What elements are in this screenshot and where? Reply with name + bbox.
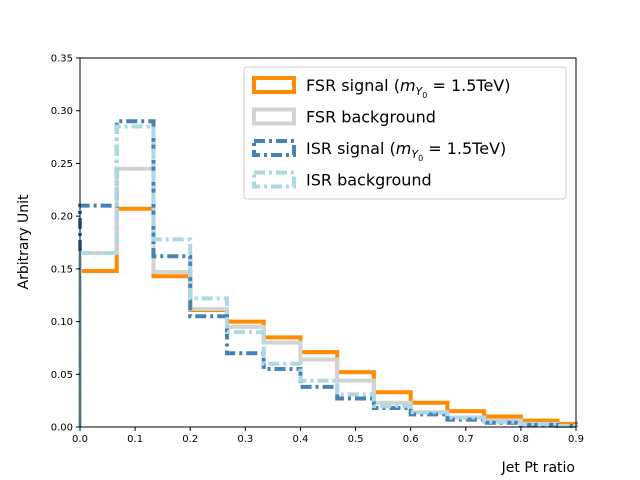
legend-swatch xyxy=(252,139,296,157)
x-tick-label: 0.5 xyxy=(348,434,364,445)
legend-swatch xyxy=(252,107,296,126)
legend: FSR signal (mY0 = 1.5TeV) FSR background I… xyxy=(243,66,567,200)
legend-label: ISR signal (mY0 = 1.5TeV) xyxy=(306,139,506,163)
y-tick-label: 0.20 xyxy=(51,212,73,223)
x-tick-label: 0.7 xyxy=(458,434,474,445)
y-tick-label: 0.30 xyxy=(51,106,73,117)
legend-label: FSR signal (mY0 = 1.5TeV) xyxy=(306,76,510,100)
y-axis-label: Arbitrary Unit xyxy=(16,194,32,289)
x-tick-label: 0.4 xyxy=(292,434,308,445)
y-tick-label: 0.05 xyxy=(51,370,73,381)
axes-layer: 0.0 0.1 0.2 0.3 0.4 0.5 0.6 0.7 0.8 0.9 0.00 0.05 0.… xyxy=(51,54,584,446)
legend-swatch xyxy=(252,170,296,189)
series-layer xyxy=(78,119,578,428)
x-tick-label: 0.2 xyxy=(182,434,198,445)
y-tick-label: 0.00 xyxy=(51,423,73,434)
x-tick-label: 0.9 xyxy=(568,434,584,445)
y-tick-label: 0.35 xyxy=(51,54,73,65)
x-tick-label: 0.3 xyxy=(237,434,253,445)
y-tick-label: 0.15 xyxy=(51,264,73,275)
x-axis-label: Jet Pt ratio xyxy=(501,460,575,476)
x-tick-label: 0.0 xyxy=(72,434,88,445)
x-tick-label: 0.8 xyxy=(513,434,529,445)
y-tick-label: 0.25 xyxy=(51,159,73,170)
x-tick-label: 0.6 xyxy=(403,434,419,445)
legend-label: FSR background xyxy=(306,108,436,127)
x-tick-label: 0.1 xyxy=(127,434,143,445)
series-line-isr-background xyxy=(78,124,578,428)
plot-frame xyxy=(79,57,577,428)
legend-label: ISR background xyxy=(306,171,432,190)
legend-swatch xyxy=(252,76,296,94)
legend-box xyxy=(243,66,567,200)
y-tick-label: 0.10 xyxy=(51,317,73,328)
